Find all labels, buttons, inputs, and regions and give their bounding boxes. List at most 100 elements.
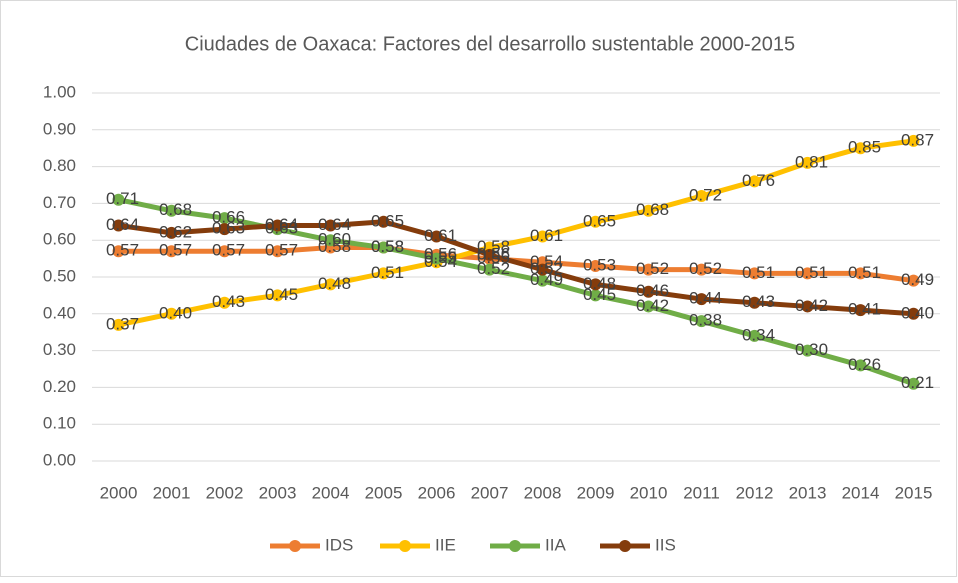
data-label: 0.62	[159, 222, 192, 241]
point	[642, 285, 655, 298]
series-line	[117, 138, 914, 328]
data-label: 0.52	[689, 259, 722, 278]
data-label: 0.26	[848, 355, 881, 374]
y-tick-label: 0.00	[43, 450, 76, 469]
x-tick-label: 2003	[259, 483, 297, 502]
point	[218, 245, 231, 258]
point	[642, 204, 655, 217]
data-label: 0.57	[159, 241, 192, 260]
chart-title: Ciudades de Oaxaca: Factores del desarro…	[185, 33, 795, 55]
x-tick-label: 2010	[630, 483, 668, 502]
point	[695, 190, 708, 203]
x-tick-label: 2015	[895, 483, 933, 502]
point	[112, 219, 125, 232]
data-label: 0.21	[901, 373, 934, 392]
data-label: 0.63	[212, 219, 245, 238]
data-label: 0.65	[583, 211, 616, 230]
data-label: 0.48	[318, 274, 351, 293]
data-label: 0.57	[106, 241, 139, 260]
data-label: 0.42	[636, 296, 669, 315]
point	[218, 296, 231, 309]
data-label: 0.45	[265, 285, 298, 304]
data-label: 0.87	[901, 130, 934, 149]
legend-label: IIE	[435, 535, 456, 554]
data-label: 0.72	[689, 186, 722, 205]
point	[218, 212, 231, 225]
point	[430, 252, 443, 265]
point	[112, 245, 125, 258]
point	[271, 245, 284, 258]
point	[907, 134, 920, 147]
y-tick-label: 0.90	[43, 119, 76, 138]
data-label: 0.43	[742, 292, 775, 311]
data-label: 0.48	[583, 274, 616, 293]
point	[589, 289, 602, 302]
point	[907, 307, 920, 320]
point	[377, 267, 390, 280]
series-line	[118, 219, 914, 317]
point	[218, 223, 231, 236]
data-label: 0.45	[583, 285, 616, 304]
data-label: 0.51	[742, 263, 775, 282]
data-label: 0.71	[106, 189, 139, 208]
data-label: 0.57	[265, 241, 298, 260]
x-tick-label: 2014	[842, 483, 880, 502]
y-tick-label: 0.40	[43, 303, 76, 322]
y-tick-label: 1.00	[43, 82, 76, 101]
x-tick-label: 2005	[365, 483, 403, 502]
x-tick-label: 2006	[418, 483, 456, 502]
data-label: 0.85	[848, 138, 881, 157]
data-label: 0.58	[371, 237, 404, 256]
point	[536, 263, 549, 276]
point	[324, 278, 337, 291]
data-label: 0.46	[636, 281, 669, 300]
x-tick-label: 2011	[683, 483, 720, 502]
data-label: 0.68	[159, 200, 192, 219]
point	[165, 245, 178, 258]
x-tick-label: 2004	[312, 483, 350, 502]
data-label: 0.52	[477, 259, 510, 278]
point	[589, 215, 602, 228]
point	[430, 230, 443, 243]
data-label: 0.61	[530, 226, 563, 245]
data-label: 0.76	[742, 171, 775, 190]
point	[695, 315, 708, 328]
x-tick-label: 2009	[577, 483, 615, 502]
point	[907, 377, 920, 390]
point	[324, 234, 337, 247]
data-label: 0.54	[424, 252, 457, 271]
legend-label: IDS	[325, 535, 353, 554]
point	[854, 359, 867, 372]
point	[536, 230, 549, 243]
data-label: 0.68	[636, 200, 669, 219]
point	[324, 219, 337, 232]
data-label: 0.51	[848, 263, 881, 282]
point	[112, 193, 125, 206]
y-tick-label: 0.60	[43, 230, 76, 249]
data-label: 0.64	[318, 215, 351, 234]
point	[748, 329, 761, 342]
data-label: 0.53	[583, 255, 616, 274]
data-label: 0.64	[265, 215, 298, 234]
data-label: 0.66	[212, 208, 245, 227]
data-label: 0.52	[636, 259, 669, 278]
data-label: 0.40	[901, 303, 934, 322]
data-label: 0.58	[318, 237, 351, 256]
data-label: 0.55	[424, 248, 457, 267]
data-label: 0.44	[689, 289, 722, 308]
data-label: 0.58	[371, 237, 404, 256]
data-label: 0.51	[371, 263, 404, 282]
legend-marker	[619, 540, 631, 552]
point	[536, 274, 549, 287]
data-label: 0.51	[795, 263, 828, 282]
point	[854, 267, 867, 280]
data-label: 0.42	[795, 296, 828, 315]
point	[589, 259, 602, 272]
legend-marker	[289, 540, 301, 552]
series-line	[117, 197, 915, 387]
y-tick-label: 0.80	[43, 156, 76, 175]
point	[854, 142, 867, 155]
y-tick-label: 0.10	[43, 414, 76, 433]
point	[377, 215, 390, 228]
